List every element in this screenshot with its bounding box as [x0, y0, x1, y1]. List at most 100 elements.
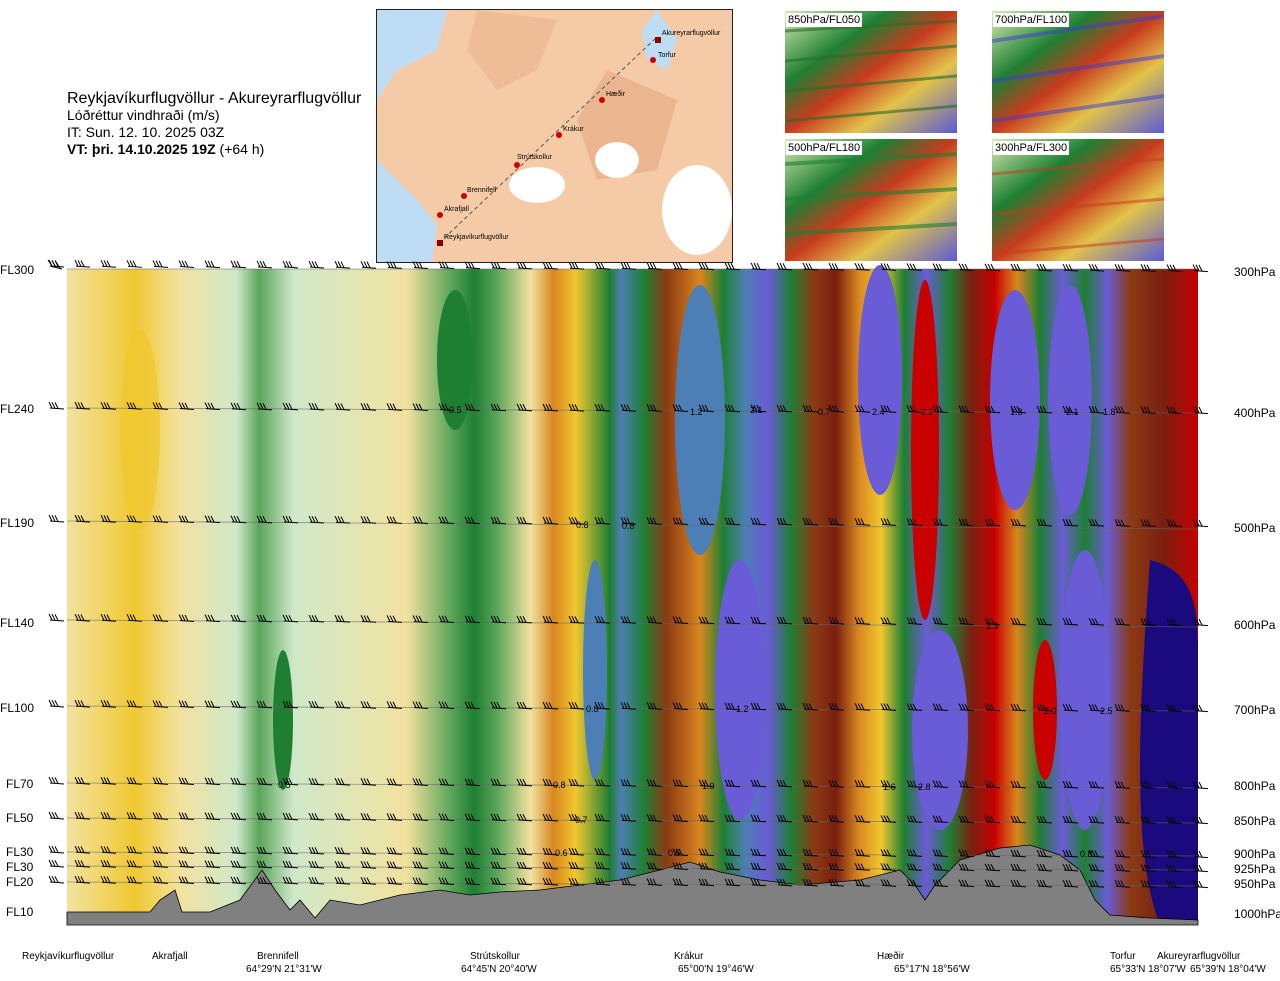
wind-barb	[1036, 780, 1053, 789]
thumbnail-graphic	[992, 11, 1164, 133]
wind-barb	[828, 862, 845, 871]
wind-barb	[178, 515, 195, 524]
wind-barb	[74, 613, 91, 622]
map-markers	[437, 37, 661, 246]
station-label: Akrafjall	[152, 951, 188, 962]
wind-barb	[516, 516, 533, 525]
wind-barb	[100, 259, 117, 268]
wind-barb	[256, 700, 273, 709]
hpa-label: 1000hPa	[1234, 907, 1280, 921]
wind-barb	[802, 814, 819, 823]
wind-barb	[360, 261, 377, 269]
wind-barb	[516, 778, 533, 787]
wind-barb	[204, 846, 221, 855]
wind-barb	[1166, 864, 1183, 872]
contour-label: 0.5	[668, 848, 681, 858]
wind-barb	[464, 261, 481, 270]
wind-barb	[542, 847, 559, 856]
wind-barb	[412, 615, 429, 623]
wind-barb	[1036, 849, 1053, 858]
wind-barb	[490, 403, 507, 412]
wind-barb	[74, 776, 91, 785]
wind-barb	[906, 263, 923, 271]
wind-barb	[620, 848, 637, 856]
wind-barb	[568, 261, 585, 270]
wind-barb	[1166, 406, 1183, 414]
map-label-reykjavik: Reykjavíkurflugvöllur	[444, 234, 509, 241]
wind-barb	[906, 518, 923, 526]
wind-barb	[74, 514, 91, 523]
wind-barb	[880, 703, 897, 711]
route-map-graphic: Akureyrarflugvöllur Torfur Hæðir Krákur …	[377, 10, 732, 262]
thumbnail-label: 500hPa/FL180	[786, 141, 863, 155]
wind-barb	[828, 702, 845, 711]
contour-label: 1.2	[736, 704, 749, 714]
wind-barb	[152, 812, 169, 820]
wind-barb	[724, 848, 741, 857]
wind-barb	[178, 260, 195, 269]
wind-barb	[100, 859, 117, 868]
title-block: Reykjavíkurflugvöllur - Akureyrarflugvöl…	[67, 90, 361, 158]
wind-barb	[282, 860, 299, 869]
wind-barb	[230, 515, 247, 524]
wind-barb	[1036, 863, 1053, 872]
wind-barb	[880, 780, 897, 788]
wind-barb	[1062, 863, 1079, 872]
wind-barb	[802, 878, 819, 887]
wind-barb	[1166, 880, 1183, 888]
wind-barb	[230, 402, 247, 411]
fl-label: FL240	[0, 402, 35, 416]
contour-label: 2.5	[1100, 706, 1113, 716]
wind-barb	[412, 778, 429, 786]
wind-barb	[932, 518, 949, 527]
wind-barb	[698, 616, 715, 625]
wind-barb	[594, 516, 611, 525]
wind-barb	[776, 862, 793, 871]
wind-barb	[594, 861, 611, 870]
wind-barb	[724, 262, 741, 271]
wind-barb	[880, 849, 897, 857]
coordinate-label: 64°29'N 21°31'W	[246, 964, 322, 975]
wind-barb	[698, 779, 715, 788]
contour-label: 0.5	[449, 405, 462, 415]
map-label-brennifell: Brennifell	[467, 187, 497, 194]
fl-label: FL50	[6, 811, 34, 825]
contour-label: 1.2	[690, 407, 703, 417]
contour-labels: 0.5 1.2 2.1 0.7 2.4 2.2 1.8 2.1 1.8 0.8 …	[278, 405, 1116, 859]
wind-barb	[594, 778, 611, 787]
wind-barb	[750, 702, 767, 711]
wind-barb	[490, 516, 507, 525]
wind-barb	[594, 403, 611, 412]
wind-barb	[464, 877, 481, 886]
fl-label: FL300	[0, 263, 35, 277]
wind-barb	[308, 515, 325, 524]
parameter-label: Lóðréttur vindhraði (m/s)	[67, 107, 220, 123]
wind-barb	[126, 777, 143, 785]
wind-barb	[906, 703, 923, 711]
fl-label: FL70	[6, 777, 34, 791]
wind-barb	[48, 699, 65, 708]
wind-barb	[152, 876, 169, 884]
contour-label: 0.8	[576, 520, 589, 530]
wind-barb	[542, 701, 559, 710]
wind-barb	[438, 861, 455, 870]
wind-barb	[464, 516, 481, 525]
wind-barb	[1192, 264, 1209, 273]
wind-barb	[1114, 850, 1131, 858]
wind-barb	[412, 847, 429, 855]
wind-barb	[100, 613, 117, 622]
wind-barb	[152, 260, 169, 268]
wind-barb	[490, 847, 507, 856]
wind-barb	[958, 263, 975, 272]
wind-barb	[74, 845, 91, 854]
wind-barb	[828, 779, 845, 788]
wind-barb	[1062, 405, 1079, 414]
contour-label: 1.6	[883, 782, 896, 792]
wind-barb	[698, 862, 715, 871]
station-label: Reykjavíkurflugvöllur	[22, 951, 115, 962]
valid-time-offset: (+64 h)	[215, 141, 265, 157]
wind-barb	[48, 401, 65, 410]
wind-barb	[932, 703, 949, 712]
wind-barb	[74, 259, 91, 268]
wind-barb	[1036, 405, 1053, 414]
